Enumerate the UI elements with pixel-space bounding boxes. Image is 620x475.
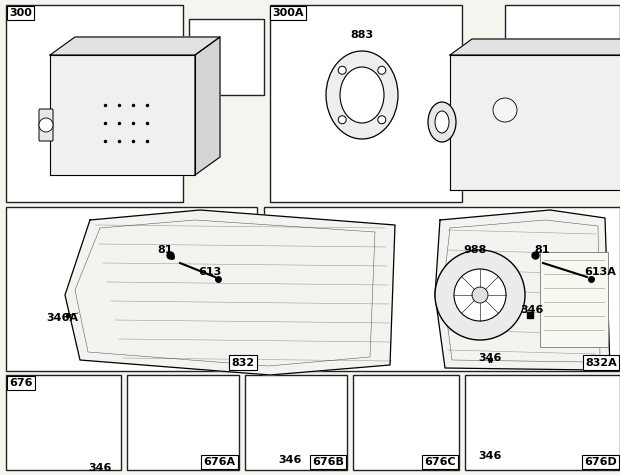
Bar: [264, 207, 620, 370]
Text: 676A: 676A: [203, 457, 236, 467]
Ellipse shape: [435, 111, 449, 133]
Text: 300: 300: [9, 8, 32, 18]
FancyBboxPatch shape: [39, 109, 53, 141]
Polygon shape: [435, 210, 610, 370]
Text: 300A: 300A: [273, 8, 304, 18]
Text: 676B: 676B: [312, 457, 344, 467]
Circle shape: [338, 116, 346, 124]
Text: 346: 346: [520, 305, 544, 315]
Text: 832A: 832A: [585, 358, 617, 368]
Circle shape: [435, 250, 525, 340]
Polygon shape: [65, 210, 395, 375]
Text: 883: 883: [350, 30, 374, 40]
Bar: [353, 375, 459, 470]
Circle shape: [472, 287, 488, 303]
Polygon shape: [195, 37, 220, 175]
Text: 832: 832: [231, 358, 254, 368]
Bar: [127, 375, 239, 470]
Circle shape: [378, 116, 386, 124]
Text: 346: 346: [478, 451, 502, 461]
Text: 81: 81: [534, 245, 550, 255]
Text: 613A: 613A: [584, 267, 616, 277]
Text: 346: 346: [478, 353, 502, 363]
Text: 346: 346: [88, 463, 112, 473]
Text: 346A: 346A: [46, 313, 78, 323]
Circle shape: [338, 66, 346, 74]
Polygon shape: [50, 37, 220, 55]
Bar: [189, 19, 264, 95]
Text: 676: 676: [9, 378, 33, 388]
Text: 81: 81: [157, 245, 173, 255]
Text: 988: 988: [463, 245, 487, 255]
Text: 613: 613: [198, 267, 221, 277]
Ellipse shape: [326, 51, 398, 139]
Text: 346: 346: [278, 455, 302, 465]
Circle shape: [378, 66, 386, 74]
Polygon shape: [50, 55, 195, 175]
Ellipse shape: [340, 67, 384, 123]
Text: 676D: 676D: [584, 457, 617, 467]
Text: eReplacementParts.com: eReplacementParts.com: [187, 238, 433, 256]
Circle shape: [39, 118, 53, 132]
Circle shape: [493, 98, 517, 122]
Ellipse shape: [428, 102, 456, 142]
Bar: [6, 5, 183, 202]
Polygon shape: [450, 39, 620, 55]
Circle shape: [454, 269, 506, 321]
Bar: [505, 5, 620, 95]
Polygon shape: [450, 55, 620, 190]
Bar: [540, 252, 608, 347]
Bar: [465, 375, 620, 470]
Bar: [245, 375, 347, 470]
Bar: [6, 207, 257, 370]
Bar: [6, 375, 121, 470]
Text: 676C: 676C: [424, 457, 456, 467]
Bar: [270, 5, 462, 202]
